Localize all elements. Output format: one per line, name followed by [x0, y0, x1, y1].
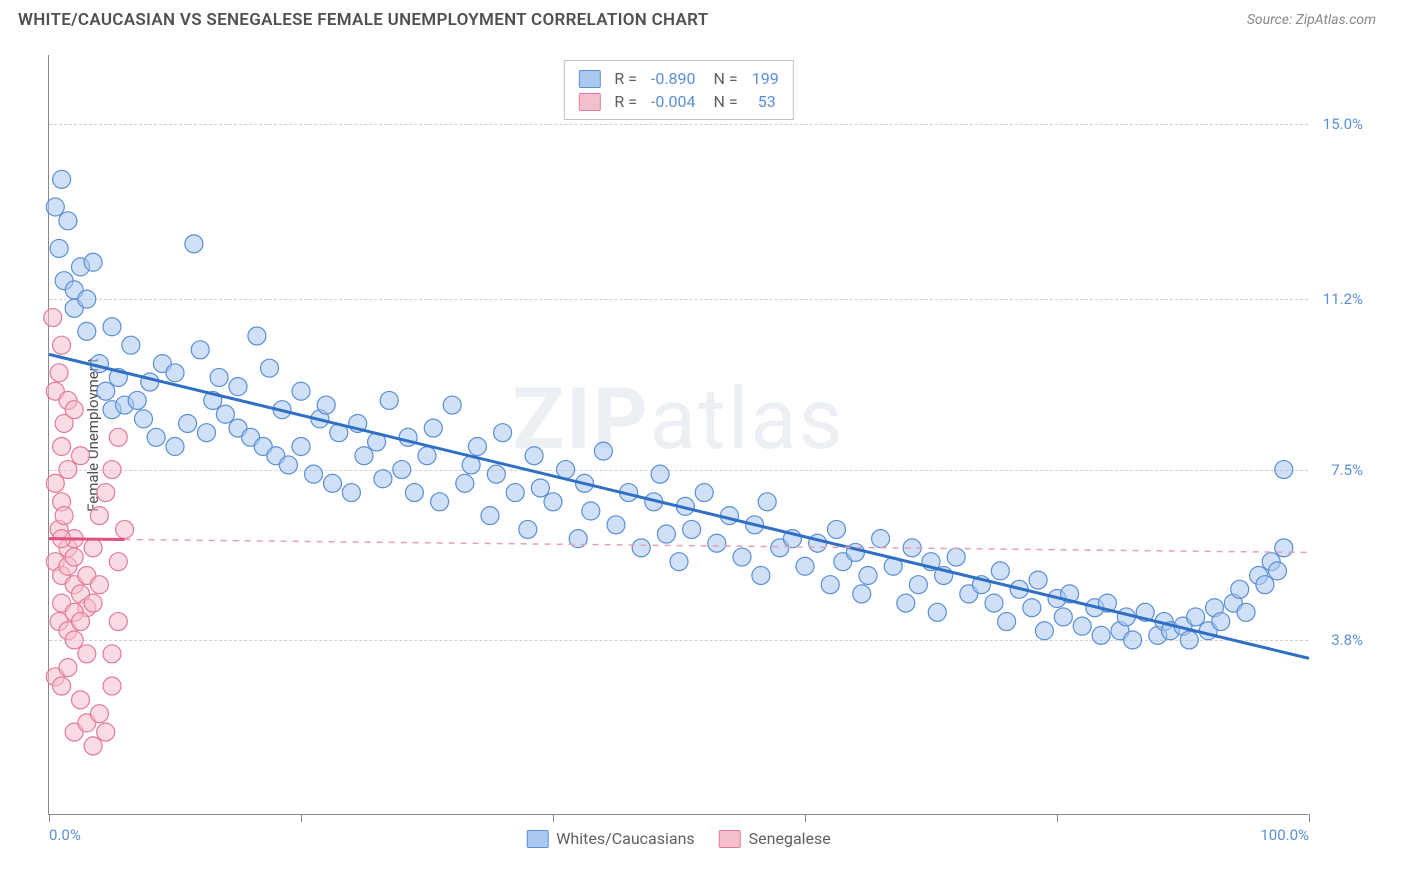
- legend-label-b: Senegalese: [749, 829, 831, 848]
- bottom-legend: Whites/Caucasians Senegalese: [526, 829, 831, 848]
- source-attribution: Source: ZipAtlas.com: [1247, 12, 1376, 28]
- legend-item-b: Senegalese: [719, 829, 831, 848]
- ytick-label: 7.5%: [1331, 461, 1363, 479]
- chart-title: WHITE/CAUCASIAN VS SENEGALESE FEMALE UNE…: [18, 10, 709, 30]
- xtick-label: 100.0%: [1260, 826, 1309, 844]
- chart-container: Female Unemployment ZIPatlas R = -0.890 …: [48, 55, 1348, 815]
- ytick-label: 15.0%: [1323, 115, 1363, 133]
- ytick-label: 3.8%: [1331, 631, 1363, 649]
- legend-label-a: Whites/Caucasians: [556, 829, 694, 848]
- legend-item-a: Whites/Caucasians: [526, 829, 694, 848]
- plot-area: ZIPatlas R = -0.890 N = 199 R = -0.004 N…: [48, 55, 1308, 815]
- swatch-a-icon: [526, 830, 548, 848]
- ytick-label: 11.2%: [1323, 290, 1363, 308]
- scatter-svg: [49, 55, 1309, 815]
- xtick-label: 0.0%: [49, 826, 81, 844]
- swatch-b-icon: [719, 830, 741, 848]
